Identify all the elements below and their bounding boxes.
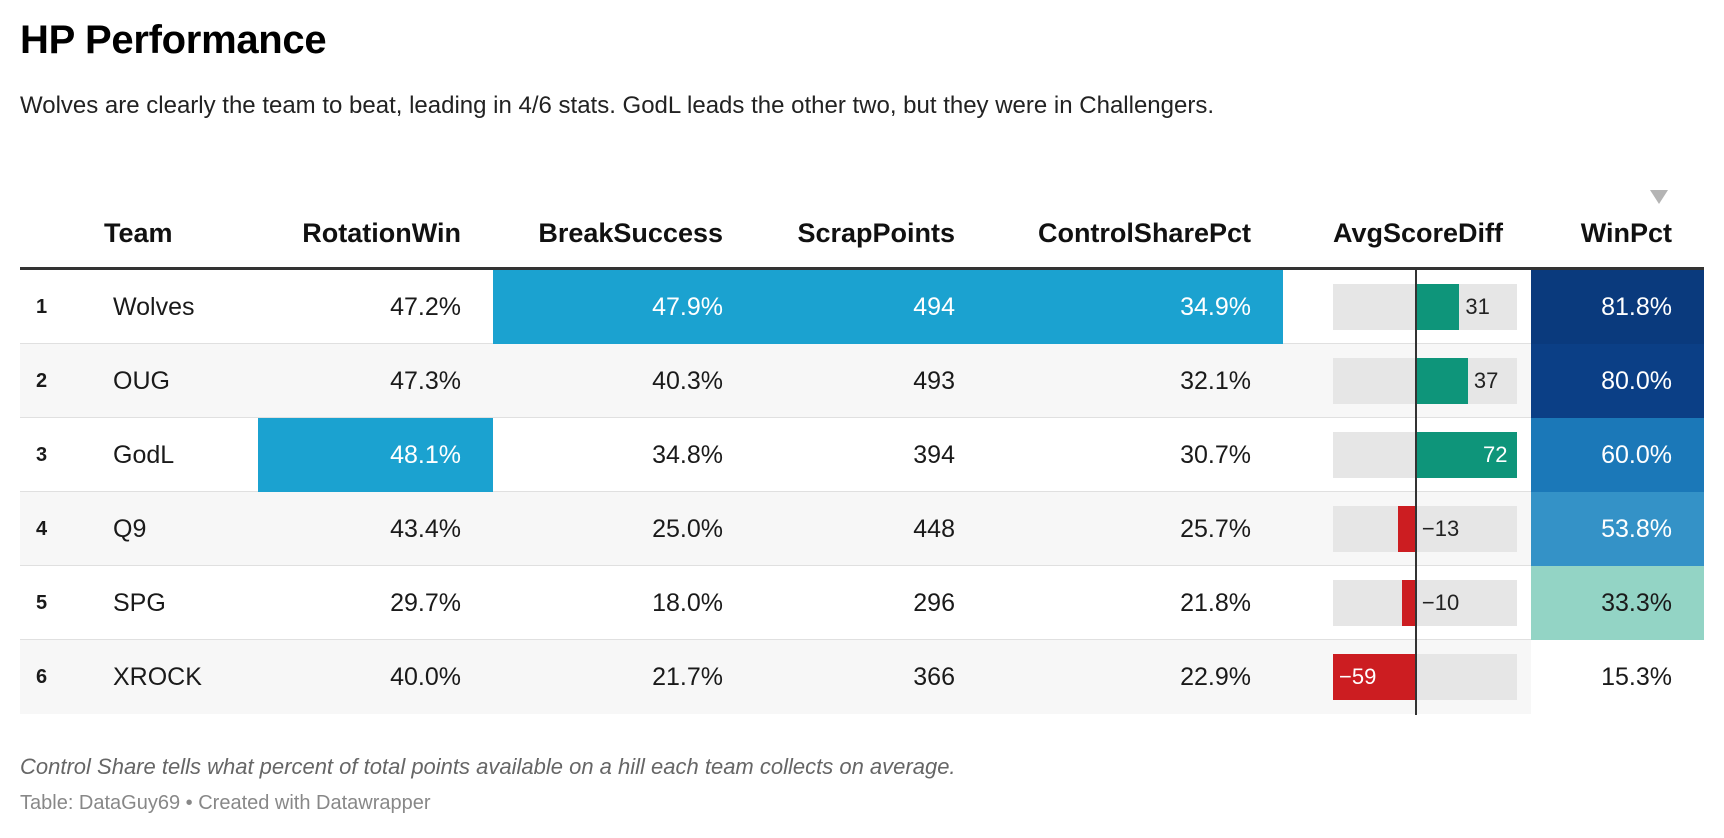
table-row: 4 Q9 43.4% 25.0% 448 25.7% −13 53.8% — [20, 492, 1704, 566]
diff-bar — [1415, 284, 1460, 330]
win-pct-cell: 80.0% — [1531, 344, 1704, 418]
win-pct-cell: 33.3% — [1531, 566, 1704, 640]
diff-bar-track — [1333, 580, 1517, 626]
avg-score-diff-cell: 37 — [1313, 344, 1531, 418]
rank-cell: 4 — [36, 518, 48, 540]
rotation-win-cell: 29.7% — [390, 589, 461, 617]
break-success-cell: 21.7% — [652, 663, 723, 691]
avg-score-diff-cell: −13 — [1313, 492, 1531, 566]
avg-score-diff-cell: −10 — [1313, 566, 1531, 640]
diff-value-label: −10 — [1421, 590, 1460, 615]
table-row: 1 Wolves 47.2% 47.9% 494 34.9% 31 81.8% — [20, 270, 1704, 344]
scrap-points-cell: 448 — [913, 515, 955, 543]
header-win-pct[interactable]: WinPct — [1580, 218, 1672, 248]
diff-bar-track — [1333, 506, 1517, 552]
rotation-win-cell: 48.1% — [258, 418, 493, 492]
table-header: Team RotationWin BreakSuccess ScrapPoint… — [20, 188, 1704, 270]
avg-score-diff-cell: 72 — [1313, 418, 1531, 492]
scrap-points-cell: 394 — [913, 441, 955, 469]
stats-table: Team RotationWin BreakSuccess ScrapPoint… — [20, 188, 1704, 714]
team-cell: Wolves — [113, 293, 195, 321]
table-source: Table: DataGuy69 • Created with Datawrap… — [20, 792, 431, 814]
control-share-cell: 25.7% — [1180, 515, 1251, 543]
scrap-points-cell: 366 — [913, 663, 955, 691]
break-success-cell: 34.8% — [652, 441, 723, 469]
control-share-cell: 34.9% — [987, 270, 1283, 344]
table-note: Control Share tells what percent of tota… — [20, 754, 956, 779]
table-row: 6 XROCK 40.0% 21.7% 366 22.9% −59 15.3% — [20, 640, 1704, 714]
diff-bar — [1401, 580, 1416, 626]
rotation-win-cell: 47.2% — [390, 293, 461, 321]
scrap-points-cell: 296 — [913, 589, 955, 617]
avg-score-diff-cell: −59 — [1313, 640, 1531, 714]
control-share-cell: 32.1% — [1180, 367, 1251, 395]
break-success-cell: 40.3% — [652, 367, 723, 395]
header-scrap-points[interactable]: ScrapPoints — [797, 218, 955, 248]
break-success-cell: 18.0% — [652, 589, 723, 617]
win-pct-cell: 15.3% — [1531, 640, 1704, 714]
diff-value-label: 37 — [1473, 368, 1499, 393]
rank-cell: 6 — [36, 666, 48, 688]
sort-descending-icon[interactable] — [1650, 190, 1668, 204]
diff-bar — [1397, 506, 1416, 552]
table-body: 1 Wolves 47.2% 47.9% 494 34.9% 31 81.8% 2 OUG 47.3… — [20, 270, 1704, 714]
avg-score-diff-cell: 31 — [1313, 270, 1531, 344]
rotation-win-cell: 43.4% — [390, 515, 461, 543]
team-cell: XROCK — [113, 663, 202, 691]
rank-cell: 3 — [36, 444, 48, 466]
diff-value-label: −59 — [1339, 664, 1377, 689]
avg-score-diff-zero-axis — [1414, 270, 1417, 715]
win-pct-cell: 60.0% — [1531, 418, 1704, 492]
team-cell: SPG — [113, 589, 166, 617]
scrap-points-cell: 494 — [755, 270, 987, 344]
diff-bar — [1415, 432, 1517, 478]
header-avg-score-diff[interactable]: AvgScoreDiff — [1333, 218, 1504, 248]
break-success-cell: 25.0% — [652, 515, 723, 543]
rotation-win-cell: 47.3% — [390, 367, 461, 395]
diff-value-label: 72 — [1483, 442, 1508, 467]
table-row: 5 SPG 29.7% 18.0% 296 21.8% −10 33.3% — [20, 566, 1704, 640]
diff-value-label: 31 — [1465, 294, 1490, 319]
rank-cell: 2 — [36, 370, 48, 392]
control-share-cell: 22.9% — [1180, 663, 1251, 691]
header-control-share-pct[interactable]: ControlSharePct — [1037, 218, 1251, 248]
win-pct-cell: 81.8% — [1531, 270, 1704, 344]
page-subtitle: Wolves are clearly the team to beat, lea… — [20, 92, 1214, 119]
header-rotation-win[interactable]: RotationWin — [302, 218, 461, 248]
team-cell: GodL — [113, 441, 175, 469]
page-title: HP Performance — [20, 18, 327, 62]
rank-cell: 1 — [36, 296, 48, 318]
diff-bar — [1415, 358, 1468, 404]
control-share-cell: 30.7% — [1180, 441, 1251, 469]
rank-cell: 5 — [36, 592, 48, 614]
diff-value-label: −13 — [1421, 516, 1460, 541]
header-break-success[interactable]: BreakSuccess — [538, 218, 723, 248]
rotation-win-cell: 40.0% — [390, 663, 461, 691]
table-row: 3 GodL 48.1% 34.8% 394 30.7% 72 60.0% — [20, 418, 1704, 492]
diff-bar — [1333, 654, 1416, 700]
break-success-cell: 47.9% — [493, 270, 755, 344]
team-cell: OUG — [113, 367, 170, 395]
control-share-cell: 21.8% — [1180, 589, 1251, 617]
scrap-points-cell: 493 — [913, 367, 955, 395]
win-pct-cell: 53.8% — [1531, 492, 1704, 566]
table-row: 2 OUG 47.3% 40.3% 493 32.1% 37 80.0% — [20, 344, 1704, 418]
team-cell: Q9 — [113, 515, 147, 543]
header-team[interactable]: Team — [104, 218, 173, 248]
